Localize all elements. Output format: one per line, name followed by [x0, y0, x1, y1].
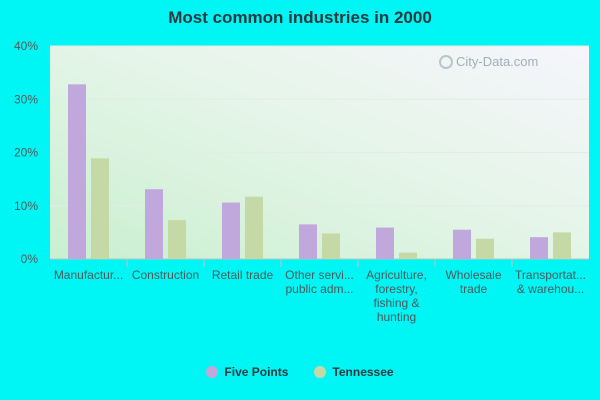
bar-five-points — [145, 189, 163, 259]
x-category-label: Other servi... — [285, 268, 354, 282]
x-category-label: Transportat... — [515, 268, 586, 282]
bar-five-points — [68, 84, 86, 259]
bar-five-points — [530, 237, 548, 259]
bar-five-points — [453, 229, 471, 259]
bar-tennessee — [91, 158, 109, 259]
bar-five-points — [222, 202, 240, 259]
legend-swatch-tennessee — [314, 366, 327, 378]
x-category-label: Manufactur... — [54, 268, 123, 282]
grid-lines — [50, 45, 589, 260]
y-tick-label: 10% — [14, 199, 38, 213]
legend-swatch-five-points — [206, 366, 219, 378]
y-tick-label: 30% — [14, 92, 38, 106]
y-axis-ticks: 0% 10% 20% 30% 40% — [14, 39, 38, 266]
legend: Five Points Tennessee — [0, 365, 600, 379]
x-category-label: hunting — [377, 310, 416, 324]
bar-five-points — [299, 224, 317, 259]
y-tick-label: 20% — [14, 146, 38, 160]
bar-tennessee — [476, 238, 494, 259]
watermark-text: City-Data.com — [456, 54, 538, 69]
x-category-label: Agriculture, — [366, 268, 427, 282]
bar-tennessee — [399, 252, 417, 259]
bar-tennessee — [553, 232, 571, 259]
bar-tennessee — [168, 220, 186, 259]
watermark-icon — [439, 55, 453, 69]
x-category-label: Retail trade — [212, 268, 274, 282]
x-category-label: Wholesale — [445, 268, 501, 282]
bar-tennessee — [322, 233, 340, 259]
x-category-label: trade — [460, 282, 488, 296]
bar-five-points — [376, 227, 394, 259]
x-category-label: fishing & — [373, 296, 419, 310]
y-tick-label: 0% — [21, 252, 39, 266]
legend-item-tennessee: Tennessee — [314, 365, 394, 379]
x-category-label: Construction — [132, 268, 199, 282]
bars — [68, 84, 571, 259]
legend-label-five-points: Five Points — [224, 365, 289, 379]
x-category-label: forestry, — [375, 282, 417, 296]
x-category-label: public adm... — [285, 282, 353, 296]
legend-label-tennessee: Tennessee — [332, 365, 394, 379]
legend-item-five-points: Five Points — [206, 365, 288, 379]
watermark: City-Data.com — [439, 54, 538, 69]
x-axis-categories: Manufactur... Construction Retail trade Oth… — [54, 259, 586, 324]
x-category-label: & warehou... — [517, 282, 584, 296]
chart-title: Most common industries in 2000 — [168, 8, 432, 27]
y-tick-label: 40% — [14, 39, 38, 53]
bar-tennessee — [245, 196, 263, 259]
